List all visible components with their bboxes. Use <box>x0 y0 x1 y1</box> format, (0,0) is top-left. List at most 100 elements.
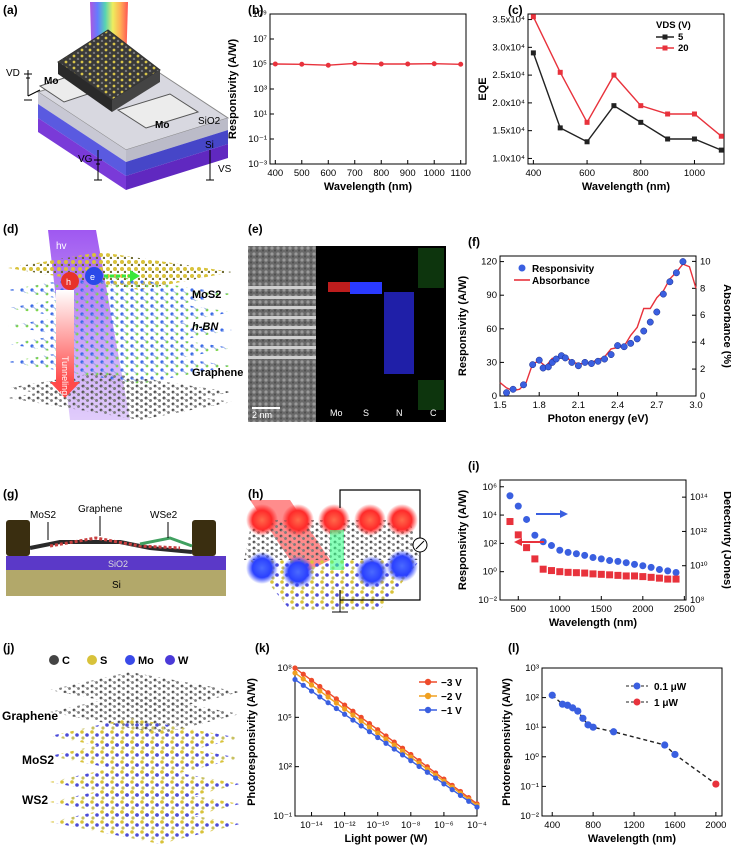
c-map-signal-top <box>418 248 444 288</box>
stem-stripe <box>248 346 316 349</box>
data-point-vds-20 <box>665 111 671 117</box>
y-tick-label-f: 30 <box>486 357 497 368</box>
s-map-signal <box>350 282 382 294</box>
y-tick-label-l: 10⁻¹ <box>520 781 539 792</box>
legend-s-label: S <box>100 655 107 667</box>
x-tick-label-l: 800 <box>585 820 601 831</box>
data-point-responsivity <box>639 573 647 581</box>
panel-a: (a) VD Mo Mo SiO2 Si VG VS <box>3 2 232 190</box>
data-point-0p1uW <box>574 707 582 715</box>
y-tick-label-l: 10³ <box>525 663 539 674</box>
y-tick-label-l: 10⁻² <box>520 811 539 822</box>
data-point-detectivity <box>655 566 663 574</box>
tunneling-label: Tunneling <box>60 356 70 395</box>
y-tick-label-l: 10⁰ <box>525 752 540 763</box>
x-tick-label-k: 10⁻¹⁰ <box>366 820 389 831</box>
y-tick-label-b: 10⁹ <box>252 9 267 20</box>
data-point-vds-20 <box>691 111 697 117</box>
mo-map-signal <box>328 282 350 292</box>
data-point-detectivity <box>597 555 605 563</box>
ws2-stack-2 <box>50 784 240 824</box>
electron-blob <box>386 550 418 582</box>
data-point-0p1uW <box>569 704 577 712</box>
legend-marker-k <box>424 678 432 686</box>
electron-blob <box>246 552 278 584</box>
stem-stripe <box>248 326 316 329</box>
electron-particle <box>85 267 103 285</box>
data-point-detectivity <box>556 546 564 554</box>
data-point-detectivity <box>606 557 614 565</box>
data-point-responsivity <box>594 357 602 365</box>
legend-mo-label: Mo <box>138 655 154 667</box>
vs-label: VS <box>218 164 232 175</box>
data-point-vds-20 <box>530 14 536 20</box>
data-point-k-2 <box>300 682 306 688</box>
holes-row <box>246 504 418 536</box>
legend-w-atom <box>165 655 175 665</box>
data-point-responsivity <box>568 358 576 366</box>
mos2-stack-bottom <box>50 738 240 778</box>
data-point-vds-5 <box>665 136 671 142</box>
x-tick-label-i: 1000 <box>549 604 570 615</box>
y-axis-label-l: Photoresponsivity (A/W) <box>501 678 513 806</box>
legend-w-label: W <box>178 655 189 667</box>
data-point-responsivity <box>588 360 595 367</box>
data-point-responsivity <box>631 572 639 580</box>
wse2-label-g: WSe2 <box>150 510 178 521</box>
data-point-responsivity <box>672 575 680 583</box>
x-tick-label-i: 2500 <box>674 604 695 615</box>
plot-frame-i <box>499 479 687 601</box>
gate-front <box>126 144 228 190</box>
y2-tick-label-i: 10¹² <box>690 526 707 537</box>
mos2-label: MoS2 <box>192 289 221 301</box>
data-point-k-1 <box>342 706 348 712</box>
data-point-k-2 <box>449 787 455 793</box>
y-axis-label-b: Responsivity (A/W) <box>227 39 239 140</box>
legend-marker-c <box>662 34 668 40</box>
data-point-detectivity <box>531 531 539 539</box>
data-point-k-0 <box>325 690 331 696</box>
eds-label-n: N <box>396 408 403 418</box>
si-front <box>126 130 228 176</box>
stem-stripe <box>248 296 316 299</box>
panel-e-letter: (e) <box>248 222 263 236</box>
data-point-k-1 <box>292 670 298 676</box>
si-label: Si <box>205 140 214 151</box>
x-tick-label-l: 1600 <box>664 820 685 831</box>
y-axis-label-f: Responsivity (A/W) <box>457 276 469 377</box>
data-point-responsivity <box>574 362 582 370</box>
data-point-responsivity <box>607 351 615 359</box>
electron-blob <box>282 556 314 588</box>
x-axis-label-i: Wavelength (nm) <box>549 617 638 629</box>
y-axis-label-i: Responsivity (A/W) <box>457 490 469 591</box>
y-tick-label-c: 2.5x10⁴ <box>492 70 525 81</box>
y-tick-label-k: 10⁸ <box>277 663 292 674</box>
data-point-detectivity <box>564 548 572 556</box>
graphene-bottom-layer <box>50 694 240 734</box>
y-tick-label-l: 10¹ <box>525 722 539 733</box>
x-tick-label-b: 1000 <box>424 168 445 179</box>
y-tick-label-i: 10⁻² <box>478 595 497 606</box>
data-point-0p1uW <box>589 723 597 731</box>
graphene-top-layer <box>50 672 240 712</box>
data-point-k-1 <box>399 748 406 754</box>
data-point-k-1 <box>358 718 364 724</box>
y-tick-label-k: 10⁵ <box>277 712 292 723</box>
x-tick-label-f: 2.4 <box>611 400 624 411</box>
legend-s-atom <box>87 655 97 665</box>
y2-tick-label-i: 10¹⁰ <box>690 561 708 572</box>
data-point-k-2 <box>317 694 323 700</box>
stem-stripe <box>248 356 316 359</box>
data-point-responsivity <box>646 318 654 326</box>
stem-image <box>248 246 316 422</box>
mo-electrode-right <box>116 93 200 129</box>
tunneling-arrow <box>56 290 74 382</box>
panel-d-letter: (d) <box>3 222 18 236</box>
series-line-absorbance <box>499 263 697 392</box>
plot-frame-c <box>527 13 725 165</box>
data-point-detectivity <box>581 551 589 559</box>
y-tick-label-b: 10⁻¹ <box>248 134 267 145</box>
carrier-channel <box>330 530 344 570</box>
data-point-k-1 <box>391 742 397 748</box>
